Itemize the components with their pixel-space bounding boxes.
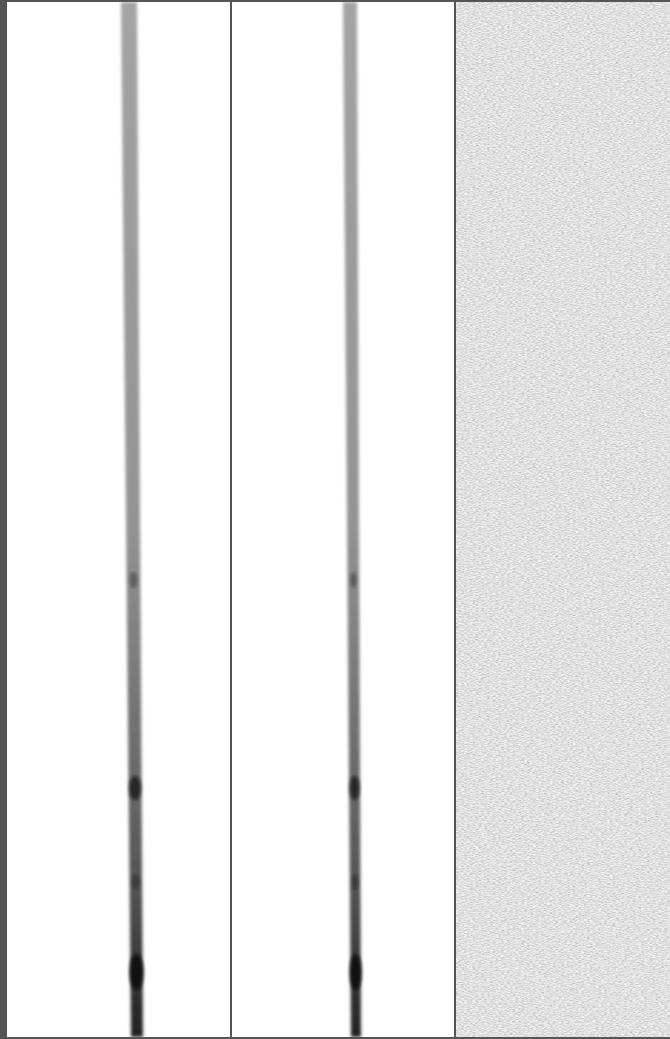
lane-1-trace bbox=[121, 2, 144, 1037]
lane-3-noise bbox=[456, 2, 670, 1037]
lane-2-trace bbox=[343, 2, 362, 1037]
trace-blob bbox=[349, 954, 362, 990]
trace-blob bbox=[352, 874, 359, 890]
trace-blob bbox=[129, 776, 142, 800]
trace-blob bbox=[131, 874, 140, 890]
lane-2-panel bbox=[232, 0, 456, 1039]
noise-texture bbox=[456, 2, 670, 1037]
trace-blob bbox=[129, 954, 144, 990]
trace-band bbox=[343, 2, 361, 1037]
lane-1-panel bbox=[0, 0, 232, 1039]
lane-3-panel bbox=[456, 0, 670, 1039]
trace-blob bbox=[349, 776, 360, 800]
trace-blob bbox=[350, 572, 357, 588]
trace-blob bbox=[129, 572, 138, 588]
